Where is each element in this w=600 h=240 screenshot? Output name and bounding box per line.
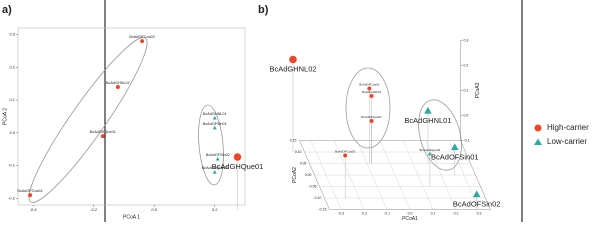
x-tick-label: 0.0 <box>151 207 157 212</box>
data-point <box>427 151 432 156</box>
point-label: BcAdOFCoa02 <box>129 35 155 39</box>
data-point <box>100 134 105 139</box>
data-point <box>212 170 217 174</box>
point-label: BcAdOFCoa02 <box>359 82 380 86</box>
data-point <box>369 94 374 98</box>
panel-label: a) <box>2 4 12 16</box>
cluster-ellipse <box>418 99 462 171</box>
data-point <box>28 193 33 198</box>
y-tick-label: -0.1 <box>8 163 16 168</box>
point-label: BcAdGHNL01 <box>203 112 227 116</box>
data-point <box>115 85 120 89</box>
point-label: BcAdOFCoa01 <box>335 149 356 153</box>
data-point <box>140 39 145 44</box>
y-axis-label: PCoA2 <box>292 167 298 183</box>
y-tick-label: -0.05 <box>309 184 317 188</box>
x-tick-label: -0.3 <box>338 211 344 215</box>
point-label: BcAdOFSin01 <box>203 122 227 126</box>
x-tick-label: 0.2 <box>212 207 218 212</box>
y-tick-label: -0.15 <box>319 207 327 211</box>
point-label: BcAdGHNL03 <box>362 90 381 94</box>
y-axis-label: PCoA 2 <box>2 108 8 125</box>
data-point <box>424 106 432 114</box>
x-tick-label: -0.4 <box>30 207 38 212</box>
data-point <box>212 125 217 130</box>
z-tick-label: 0.3 <box>464 38 469 42</box>
point-label: BcAdOFSin02 <box>206 153 230 157</box>
y-tick-label: -0.10 <box>314 196 322 200</box>
z-tick-label: 0.0 <box>464 113 469 117</box>
y-tick-label: 0.1 <box>9 97 15 102</box>
panel-label: b) <box>258 4 269 16</box>
data-point <box>289 55 297 64</box>
point-label: BcAdOFQue01 <box>361 115 382 119</box>
x-axis-label: PCoA1 <box>402 216 418 222</box>
x-tick-label: 0.0 <box>408 211 413 215</box>
y-tick-label: 0.3 <box>9 32 15 37</box>
data-point <box>369 119 374 123</box>
point-label: BcAdGHQue01 <box>212 162 264 171</box>
y-tick-label: 0.10 <box>295 150 302 154</box>
point-label: BcAdGHQue02 <box>420 148 441 152</box>
data-point <box>233 153 242 161</box>
data-point <box>472 190 481 198</box>
data-point <box>212 115 217 120</box>
cluster-ellipse <box>198 104 224 186</box>
data-point <box>367 86 372 91</box>
point-label: BcAdGHNL01 <box>404 116 451 125</box>
legend: High-carrier Low-carrier <box>534 123 589 146</box>
data-point <box>343 153 348 158</box>
cluster-ellipse <box>345 67 391 149</box>
point-label: BcAdGHNL02 <box>269 64 316 73</box>
point-label: BcAdGHQue01 <box>90 130 116 134</box>
x-tick-label: 0.3 <box>477 211 482 215</box>
data-point <box>215 156 220 161</box>
x-tick-label: -0.2 <box>361 211 367 215</box>
z-tick-label: 0.1 <box>464 88 469 92</box>
z-tick-label: 0.2 <box>464 63 469 67</box>
legend-label: High-carrier <box>547 123 589 132</box>
y-tick-label: 0.2 <box>9 64 15 69</box>
x-tick-label: -0.2 <box>90 207 98 212</box>
figure: High-carrier Low-carrier a) -0.4 -0.2 0.0 0.… <box>2 0 589 222</box>
point-label: BcAdOFCoa01 <box>17 189 43 193</box>
legend-label: Low-carrier <box>547 137 587 146</box>
point-label: BcAdGHQue02 <box>202 166 228 170</box>
y-tick-label: 0.0 <box>9 130 15 135</box>
y-tick-label: 0.00 <box>305 173 312 177</box>
x-tick-label: -0.1 <box>384 211 390 215</box>
z-axis-label: PCoA3 <box>475 82 481 98</box>
point-label: BcAdOFSin01 <box>431 152 479 161</box>
legend-marker <box>534 124 542 132</box>
y-tick-label: 0.05 <box>300 161 307 165</box>
z-tick-label: -0.1 <box>464 138 470 142</box>
data-point <box>451 143 459 151</box>
x-axis-label: PCoA 1 <box>123 214 140 220</box>
x-tick-label: 0.2 <box>454 211 459 215</box>
cluster-ellipse <box>28 37 148 203</box>
point-label: BcAdOFSin02 <box>453 199 501 208</box>
legend-marker <box>534 138 542 145</box>
y-tick-label: -0.2 <box>8 196 16 201</box>
point-label: BcAdGHNL02 <box>106 81 130 85</box>
x-tick-label: 0.1 <box>431 211 436 215</box>
plot-frame <box>17 27 246 206</box>
